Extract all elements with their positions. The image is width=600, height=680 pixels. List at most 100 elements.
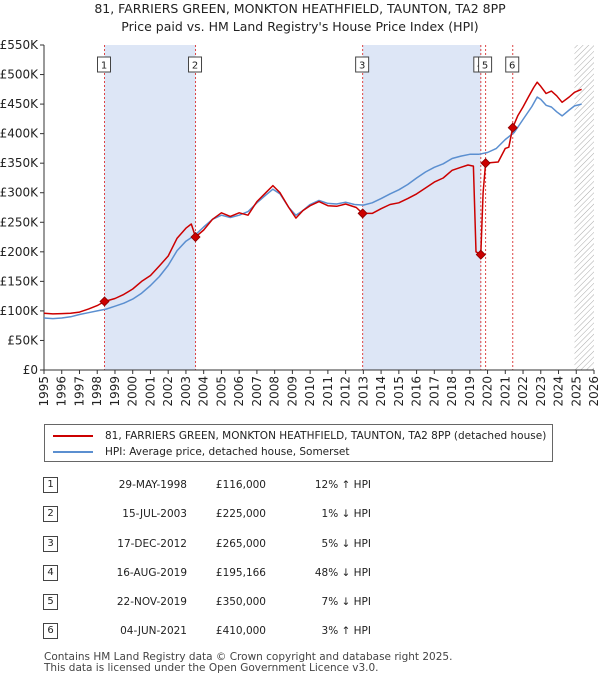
sale-price: £350,000 <box>215 596 266 608</box>
sale-number: 6 <box>43 623 58 639</box>
sale-number: 1 <box>43 477 58 493</box>
x-tick-label: 2011 <box>321 376 335 407</box>
title-line-1: 81, FARRIERS GREEN, MONKTON HEATHFIELD, … <box>94 1 506 16</box>
sale-hpi-diff: 5% ↓ HPI <box>321 538 371 550</box>
y-tick-label: £500K <box>0 68 39 82</box>
sale-date: 22-NOV-2019 <box>116 596 187 608</box>
sale-marker-6 <box>507 122 518 133</box>
x-tick-label: 2007 <box>250 376 264 407</box>
x-tick-label: 1997 <box>72 376 86 407</box>
sale-marker-2 <box>190 231 201 243</box>
sale-badge-3 <box>355 56 370 73</box>
series-property-line <box>43 81 582 315</box>
x-tick-label: 1995 <box>37 376 51 407</box>
legend-blue-line <box>53 451 93 453</box>
sale-badge-label-5: 5 <box>482 61 488 72</box>
sale-hpi-diff: 48% ↓ HPI <box>314 567 371 579</box>
sale-date: 29-MAY-1998 <box>118 479 187 491</box>
sale-badge-label-2: 2 <box>192 61 198 72</box>
x-tick-label: 2017 <box>427 376 441 407</box>
sale-badge-label-6: 6 <box>509 61 515 72</box>
y-tick-label: £100K <box>0 304 39 318</box>
sale-badge-2 <box>188 56 203 73</box>
x-tick-label: 2023 <box>534 376 548 407</box>
x-tick-label: 2004 <box>197 376 211 407</box>
x-tick-label: 2013 <box>356 376 370 407</box>
x-tick-label: 2008 <box>268 376 282 407</box>
sale-badge-6 <box>505 56 520 73</box>
x-tick-label: 1996 <box>55 376 69 407</box>
y-tick-label: £300K <box>0 186 39 200</box>
table-row: 6 04-JUN-2021 £410,000 3% ↑ HPI <box>0 623 600 643</box>
chart-title: 81, FARRIERS GREEN, MONKTON HEATHFIELD, … <box>0 0 600 36</box>
sale-date: 17-DEC-2012 <box>117 538 187 550</box>
shaded-band-1 <box>104 45 196 370</box>
y-tick-label: £400K <box>0 127 39 141</box>
x-tick-label: 2000 <box>126 376 140 407</box>
x-tick-label: 2005 <box>214 376 228 407</box>
x-tick-label: 2003 <box>179 376 193 407</box>
sale-badge-label-3: 3 <box>359 61 365 72</box>
legend-item-property: 81, FARRIERS GREEN, MONKTON HEATHFIELD, … <box>53 430 546 442</box>
x-tick-label: 2021 <box>498 376 512 407</box>
sale-marker-3 <box>357 208 368 219</box>
sale-price: £410,000 <box>215 625 266 637</box>
legend-red-line <box>53 435 93 437</box>
table-row: 1 29-MAY-1998 £116,000 12% ↑ HPI <box>0 477 600 497</box>
x-tick-label: 2015 <box>392 376 406 407</box>
x-tick-label: 2002 <box>161 376 175 407</box>
x-tick-label: 2024 <box>552 376 566 407</box>
y-tick-label: £550K <box>0 38 39 52</box>
table-row: 4 16-AUG-2019 £195,166 48% ↓ HPI <box>0 565 600 585</box>
title-line-2: Price paid vs. HM Land Registry's House … <box>121 19 479 34</box>
shaded-band-2 <box>362 45 481 370</box>
x-tick-label: 2010 <box>303 376 317 407</box>
y-tick-label: £200K <box>0 245 39 259</box>
x-tick-label: 2020 <box>481 376 495 407</box>
x-tick-label: 2019 <box>463 376 477 407</box>
x-tick-label: 2014 <box>374 376 388 407</box>
footer: Contains HM Land Registry data © Crown c… <box>44 652 452 674</box>
sale-price: £116,000 <box>215 479 266 491</box>
y-tick-label: £450K <box>0 97 39 111</box>
sale-hpi-diff: 12% ↑ HPI <box>314 479 371 491</box>
x-tick-label: 2016 <box>410 376 424 407</box>
x-tick-label: 2018 <box>445 376 459 407</box>
sale-number: 4 <box>43 565 58 581</box>
y-tick-label: £350K <box>0 156 39 170</box>
sale-date: 15-JUL-2003 <box>122 508 187 520</box>
legend-hpi-label: HPI: Average price, detached house, Some… <box>105 446 350 458</box>
sale-number: 3 <box>43 536 58 552</box>
x-tick-label: 1998 <box>90 376 104 407</box>
sale-badge-1 <box>97 56 111 73</box>
x-tick-label: 2026 <box>587 376 600 407</box>
sale-price: £265,000 <box>215 538 266 550</box>
footer-line-2: This data is licensed under the Open Gov… <box>44 662 379 674</box>
sale-hpi-diff: 7% ↓ HPI <box>321 596 371 608</box>
x-tick-label: 2025 <box>569 376 583 407</box>
x-tick-label: 2022 <box>516 376 530 407</box>
sale-badge-label-1: 1 <box>101 61 107 72</box>
sale-date: 16-AUG-2019 <box>116 567 187 579</box>
x-tick-label: 2001 <box>143 376 157 407</box>
footer-line-1: Contains HM Land Registry data © Crown c… <box>44 651 453 663</box>
series-hpi-line <box>43 96 582 320</box>
sale-hpi-diff: 3% ↑ HPI <box>321 625 371 637</box>
y-tick-label: £150K <box>0 274 39 288</box>
y-tick-label: £250K <box>0 215 39 229</box>
table-row: 2 15-JUL-2003 £225,000 1% ↓ HPI <box>0 506 600 526</box>
sale-number: 5 <box>43 594 58 610</box>
x-tick-label: 2009 <box>285 376 299 407</box>
table-row: 3 17-DEC-2012 £265,000 5% ↓ HPI <box>0 536 600 556</box>
sale-marker-5 <box>480 158 491 169</box>
y-tick-label: £0 <box>23 363 38 377</box>
sale-price: £195,166 <box>215 567 266 579</box>
sale-price: £225,000 <box>215 508 266 520</box>
price-chart: £0 £50K £100K £150K £200K £250K £300K £350K £400… <box>0 38 600 407</box>
legend: 81, FARRIERS GREEN, MONKTON HEATHFIELD, … <box>44 424 553 462</box>
x-tick-label: 2012 <box>339 376 353 407</box>
table-row: 5 22-NOV-2019 £350,000 7% ↓ HPI <box>0 594 600 614</box>
x-tick-label: 2006 <box>232 376 246 407</box>
sale-hpi-diff: 1% ↓ HPI <box>321 508 371 520</box>
forecast-hatch-area <box>574 45 594 370</box>
